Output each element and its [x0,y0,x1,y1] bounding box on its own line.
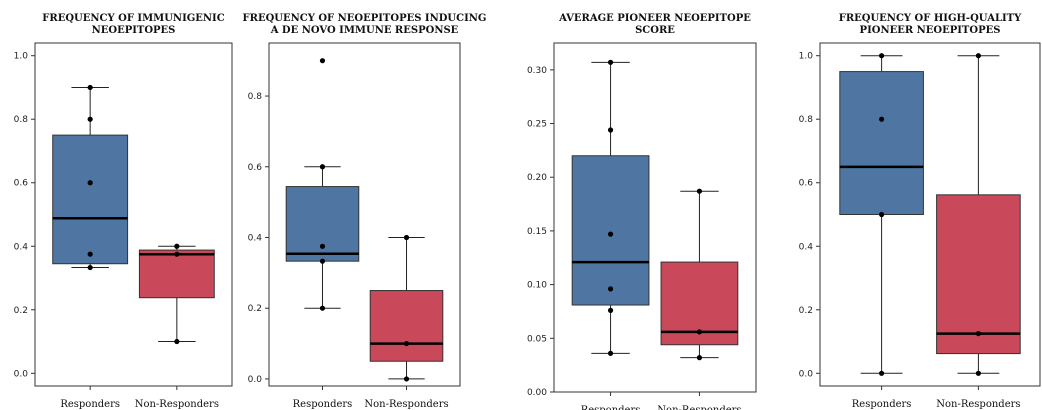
data-point-non-responders [174,338,180,345]
y-tick-label: 0.4 [799,242,814,252]
data-point-responders [319,305,326,311]
y-tick-label: 0.0 [248,375,263,385]
x-category-label-responders: Responders [581,405,641,410]
chart-title: FREQUENCY OF HIGH-QUALITY [839,13,1022,24]
data-point-non-responders [174,251,180,257]
data-point-non-responders [403,340,410,347]
box-responders [52,134,129,265]
y-tick-label: 0.6 [14,179,29,189]
y-tick-label: 0.00 [527,388,547,398]
data-point-non-responders [403,234,410,241]
y-tick-label: 0.8 [14,115,29,125]
data-point-responders [607,59,614,65]
chart-title: PIONEER NEOEPITOPES [860,25,1001,36]
data-point-responders [879,370,885,376]
data-point-responders [879,116,885,122]
data-point-non-responders [174,243,180,249]
chart-title: FREQUENCY OF IMMUNIGENIC [42,13,224,24]
y-tick-label: 0.10 [527,281,547,291]
x-category-label-responders: Responders [293,399,353,410]
data-point-non-responders [403,376,410,382]
data-point-responders [319,58,326,64]
data-point-responders [607,307,614,313]
y-tick-label: 0.6 [799,179,814,189]
data-point-non-responders [696,355,703,361]
chart-title: AVERAGE PIONEER NEOEPITOPE [558,13,751,24]
data-point-responders [319,243,326,249]
chart-title: NEOEPITOPES [92,25,176,36]
y-tick-label: 0.2 [14,306,28,316]
y-tick-label: 0.30 [527,66,547,76]
y-tick-label: 0.6 [248,163,263,173]
y-tick-label: 1.0 [14,52,29,62]
data-point-responders [87,180,93,186]
box-non-responders [369,290,444,362]
data-point-responders [319,258,326,264]
data-point-responders [879,211,885,218]
y-tick-label: 0.4 [248,233,263,243]
plot-frame [268,42,461,387]
data-point-responders [607,231,614,237]
y-tick-label: 0.4 [14,242,29,252]
data-point-responders [319,164,326,170]
y-tick-label: 0.15 [527,227,547,237]
plot-frame [34,42,233,387]
y-tick-label: 0.0 [799,369,814,379]
data-point-responders [879,53,885,59]
chart-title: A DE NOVO IMMUNE RESPONSE [270,25,459,36]
data-point-responders [607,127,614,133]
plot-frame [553,42,757,393]
chart-title: FREQUENCY OF NEOEPITOPES INDUCING [243,13,487,24]
box-responders [571,155,650,306]
y-tick-label: 0.20 [527,173,547,183]
y-tick-label: 0.25 [527,120,547,130]
x-category-label-non-responders: Non-Responders [135,399,219,410]
data-point-responders [607,286,614,292]
data-point-responders [87,251,93,257]
data-point-responders [87,264,93,271]
y-tick-label: 0.8 [799,115,814,125]
x-category-label-responders: Responders [852,399,912,410]
data-point-responders [607,350,614,356]
y-tick-label: 0.0 [14,369,29,379]
plot-frame [819,42,1041,387]
data-point-non-responders [975,370,982,376]
x-category-label-non-responders: Non-Responders [657,405,741,410]
data-point-non-responders [696,329,703,335]
data-point-responders [87,116,93,122]
y-tick-label: 0.8 [248,92,263,102]
data-point-non-responders [696,188,703,194]
data-point-non-responders [975,330,982,337]
box-non-responders [138,249,215,299]
y-tick-label: 0.2 [799,306,813,316]
y-tick-label: 0.2 [248,304,262,314]
box-responders [285,186,360,262]
x-category-label-non-responders: Non-Responders [936,399,1020,410]
x-category-label-non-responders: Non-Responders [364,399,448,410]
y-tick-label: 1.0 [799,52,814,62]
box-non-responders [936,194,1021,355]
data-point-responders [87,84,93,91]
chart-title: SCORE [635,25,675,36]
x-category-label-responders: Responders [60,399,120,410]
box-responders [839,71,924,216]
y-tick-label: 0.05 [527,334,547,344]
data-point-non-responders [975,53,982,59]
